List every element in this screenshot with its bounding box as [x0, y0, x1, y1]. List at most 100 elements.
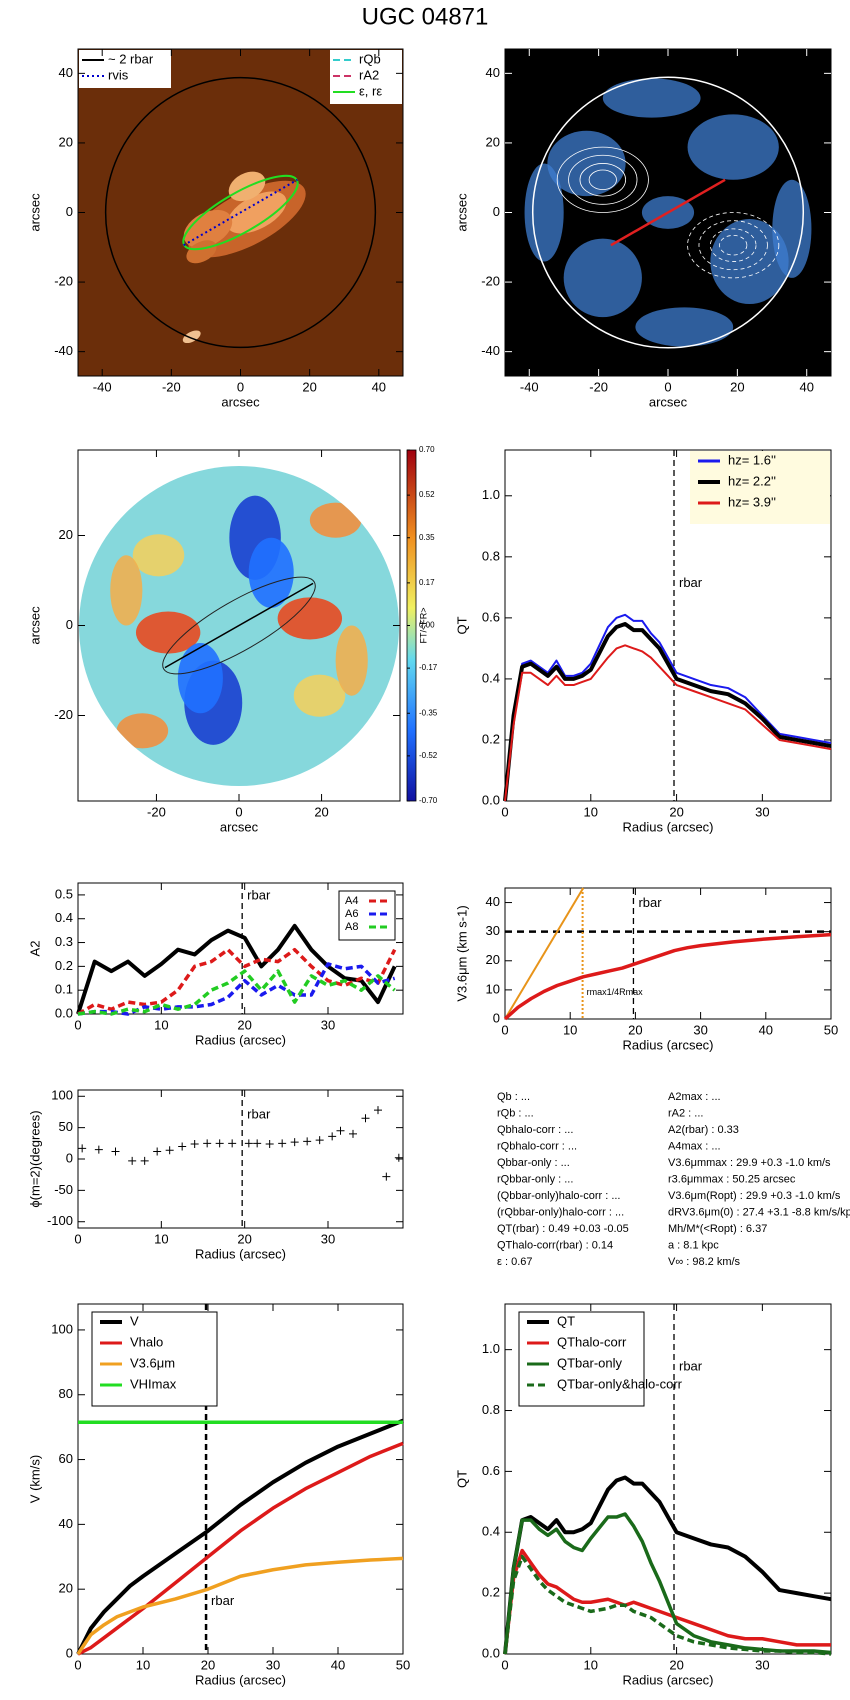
y-tick-label: 0 [66, 1645, 73, 1660]
plot-frame [504, 887, 832, 1020]
bar-radius-label: rbar [247, 1106, 271, 1121]
y-tick-label: -100 [47, 1213, 73, 1228]
legend-label: hz= 3.9'' [728, 494, 776, 509]
colorbar-tick-label: 0.00 [419, 621, 435, 630]
y-tick-label: 40 [486, 894, 500, 909]
y-tick-label: 0.1 [55, 982, 73, 997]
parameter-text: V3.6μm(Ropt) : 29.9 +0.3 -1.0 km/s [668, 1190, 841, 1202]
x-tick-label: 10 [584, 1657, 598, 1672]
emission-blob [687, 114, 779, 180]
x-tick-label: 20 [201, 1657, 215, 1672]
y-axis-label: V3.6μm (km s-1) [454, 905, 469, 1001]
parameter-text: (Qbbar-only)halo-corr : ... [497, 1190, 620, 1202]
parameter-text: rQb : ... [497, 1107, 534, 1119]
colorbar-tick-label: -0.17 [419, 663, 438, 672]
colorbar-tick-label: -0.70 [419, 796, 438, 805]
data-point [94, 1145, 103, 1154]
x-tick-label: 0 [501, 804, 508, 819]
parameter-text: V3.6μmmax : 29.9 +0.3 -1.0 km/s [668, 1157, 831, 1169]
y-tick-label: 100 [51, 1088, 73, 1103]
y-axis-label: arcsec [454, 193, 469, 232]
colorbar-tick-label: 0.70 [419, 445, 435, 454]
y-tick-label: 10 [486, 981, 500, 996]
x-tick-label: 10 [584, 804, 598, 819]
series-line [76, 923, 397, 1015]
bar-radius-label: rbar [679, 575, 703, 590]
y-tick-label: 0 [493, 204, 500, 219]
y-tick-label: -20 [481, 274, 500, 289]
data-point [290, 1138, 299, 1147]
x-tick-label: 10 [154, 1017, 168, 1032]
contour [698, 220, 768, 271]
x-tick-label: 0 [74, 1231, 81, 1246]
x-axis-label: arcsec [220, 819, 259, 834]
y-tick-label: 0.5 [55, 886, 73, 901]
y-tick-label: -20 [54, 274, 73, 289]
parameter-text: QT(rbar) : 0.49 +0.03 -0.05 [497, 1223, 629, 1235]
x-tick-label: 20 [302, 379, 316, 394]
y-tick-label: 0.0 [55, 1005, 73, 1020]
x-tick-label: 30 [321, 1017, 335, 1032]
legend-box [79, 50, 171, 88]
x-tick-label: 30 [266, 1657, 280, 1672]
y-tick-label: 0.3 [55, 934, 73, 949]
emission-blob [710, 219, 789, 305]
parameter-text: rQbhalo-corr : ... [497, 1140, 577, 1152]
emission-blob [524, 163, 564, 262]
bar-axis [610, 178, 726, 247]
y-tick-label: -40 [54, 343, 73, 358]
x-axis-label: Radius (arcsec) [622, 819, 713, 834]
data-point [153, 1147, 162, 1156]
colorbar-tick-label: 0.17 [419, 578, 435, 587]
colorbar-tick-label: 0.52 [419, 490, 435, 499]
series-line [503, 621, 832, 802]
y-tick-label: 0.4 [482, 1524, 500, 1539]
y-tick-label: 1.0 [482, 1341, 500, 1356]
series-line [503, 1554, 832, 1656]
x-tick-label: -40 [93, 379, 112, 394]
parameter-text: rQbbar-only : ... [497, 1173, 573, 1185]
x-tick-label: -20 [147, 804, 166, 819]
x-tick-label: 0 [664, 379, 671, 394]
series-line [504, 644, 832, 802]
legend-label: QThalo-corr [557, 1334, 627, 1349]
plot-frame [77, 1089, 404, 1229]
y-tick-label: -20 [54, 707, 73, 722]
data-point [349, 1129, 357, 1138]
data-point [315, 1136, 324, 1145]
legend-label: QT [557, 1313, 575, 1328]
data-point [253, 1139, 262, 1148]
y-tick-label: 50 [59, 1119, 73, 1134]
contour [588, 169, 617, 191]
y-tick-label: 100 [51, 1321, 73, 1336]
plot-frame [77, 882, 404, 1015]
data-point [228, 1139, 237, 1148]
x-tick-label: 0 [501, 1022, 508, 1037]
parameter-text: A4max : ... [668, 1140, 721, 1152]
y-tick-label: 40 [486, 65, 500, 80]
boundary-circle [531, 76, 805, 349]
parameter-text: rA2 : ... [668, 1107, 703, 1119]
x-tick-label: 50 [396, 1657, 410, 1672]
data-point [303, 1137, 312, 1146]
y-tick-label: 20 [59, 1581, 73, 1596]
galaxy-emission [183, 209, 233, 248]
legend-label: hz= 1.6'' [728, 452, 776, 467]
y-tick-label: 0 [66, 1150, 73, 1165]
legend-label: QTbar-only&halo-corr [557, 1376, 683, 1391]
y-axis-label: arcsec [27, 606, 42, 645]
legend-label: rQb [359, 51, 381, 66]
heatmap-region [177, 643, 223, 714]
legend-label: A8 [345, 921, 358, 933]
series-line [76, 1556, 404, 1655]
legend-label: ~ 2 rbar [108, 51, 154, 66]
bar-radius-label: rbar [247, 888, 271, 903]
contour [719, 234, 748, 256]
x-tick-label: 20 [237, 1231, 251, 1246]
y-tick-label: 80 [59, 1386, 73, 1401]
y-tick-label: 20 [59, 527, 73, 542]
x-tick-label: 0 [501, 1657, 508, 1672]
contour [556, 146, 649, 213]
y-tick-label: 0.8 [482, 1402, 500, 1417]
